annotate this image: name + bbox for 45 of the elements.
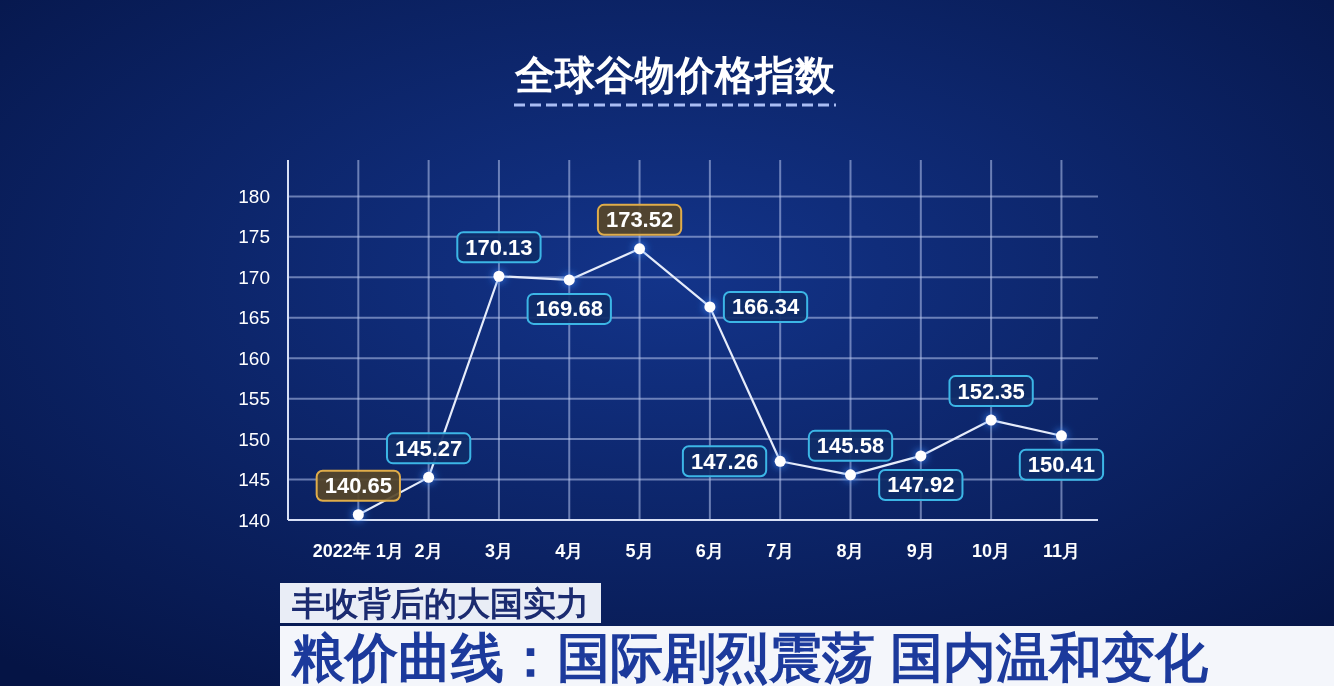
text: 丰收背后的大国实力 <box>291 584 589 622</box>
data-label: 147.92 <box>887 472 955 498</box>
point <box>774 455 786 467</box>
y-tick-label: 165 <box>238 307 270 329</box>
x-tick-label: 8月 <box>836 541 865 561</box>
point <box>634 243 646 255</box>
x-tick-label: 6月 <box>695 541 724 561</box>
x-tick-label: 5月 <box>625 541 654 561</box>
y-tick-label: 160 <box>238 347 270 369</box>
point <box>915 450 927 462</box>
point <box>704 301 716 313</box>
x-tick-label: 2月 <box>414 541 443 561</box>
x-tick-label: 3月 <box>484 541 513 561</box>
chart-title: 全球谷物价格指数 <box>514 53 836 97</box>
point <box>1055 430 1067 442</box>
data-label: 140.65 <box>324 473 392 499</box>
data-label: 147.26 <box>690 448 759 474</box>
data-label: 145.27 <box>394 435 463 461</box>
point <box>423 471 435 483</box>
data-label: 169.68 <box>535 296 603 322</box>
point <box>563 274 575 286</box>
x-tick-label: 2022年 1月 <box>312 541 404 561</box>
x-tick-label: 10月 <box>972 541 1011 561</box>
point <box>845 469 856 481</box>
point <box>493 270 505 282</box>
x-tick-label: 11月 <box>1042 541 1080 561</box>
point <box>985 414 997 426</box>
y-tick-label: 145 <box>238 469 270 491</box>
data-label: 152.35 <box>957 378 1025 404</box>
y-tick-label: 155 <box>238 388 270 410</box>
x-tick-label: 7月 <box>766 541 795 561</box>
data-label: 150.41 <box>1027 452 1096 478</box>
data-label: 166.34 <box>731 294 800 320</box>
y-tick-label: 140 <box>238 509 270 531</box>
y-tick-label: 170 <box>238 266 270 288</box>
data-label: 173.52 <box>605 207 674 233</box>
data-label: 145.58 <box>816 433 885 459</box>
y-tick-label: 180 <box>238 185 270 207</box>
data-label: 170.13 <box>465 234 533 260</box>
y-tick-label: 150 <box>238 428 270 450</box>
text: 粮价曲线：国际剧烈震荡 国内温和变化 <box>290 627 1209 686</box>
y-tick-label: 175 <box>238 226 270 248</box>
point <box>352 509 364 521</box>
x-tick-label: 9月 <box>906 541 935 561</box>
x-tick-label: 4月 <box>555 541 584 561</box>
